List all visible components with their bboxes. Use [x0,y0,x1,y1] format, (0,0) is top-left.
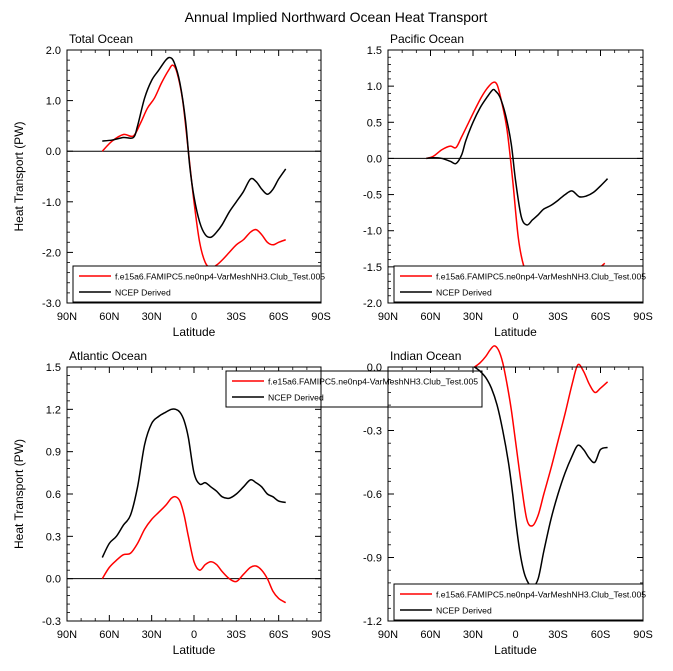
x-tick-label: 90S [311,311,331,323]
x-tick-label: 90S [633,311,653,323]
x-tick-label: 0 [191,629,197,641]
x-tick-label: 90N [57,629,77,641]
x-tick-label: 30S [227,311,247,323]
legend-label: NCEP Derived [115,288,171,298]
plot-frame [66,49,322,304]
y-tick-label: 1.5 [367,45,382,57]
x-axis-label: Latitude [494,325,537,339]
y-tick-label: -0.3 [42,616,61,628]
model-series-line [473,345,609,527]
x-tick-label: 90N [378,629,398,641]
legend-label: f.e15a6.FAMIPC5.ne0np4-VarMeshNH3.Club_T… [115,272,325,282]
panel-title: Total Ocean [69,32,133,46]
legend-label: f.e15a6.FAMIPC5.ne0np4-VarMeshNH3.Club_T… [436,590,646,600]
y-tick-label: 0.0 [367,153,382,165]
legend-box [393,265,644,303]
y-tick-label: -2.0 [42,247,61,259]
legend-label: f.e15a6.FAMIPC5.ne0np4-VarMeshNH3.Club_T… [436,272,646,282]
y-tick-label: 0.3 [46,531,61,543]
y-axis-label: Heat Transport (PW) [12,121,26,231]
x-tick-label: 60N [420,311,440,323]
x-tick-label: 0 [512,311,518,323]
y-tick-label: -1.0 [363,226,382,238]
y-tick-label: 2.0 [46,45,61,57]
x-axis-label: Latitude [494,643,537,657]
y-tick-label: 1.5 [46,362,61,374]
legend-label: NCEP Derived [268,393,324,403]
x-tick-label: 60N [99,311,119,323]
x-tick-label: 60N [420,629,440,641]
x-tick-label: 30N [463,629,483,641]
x-tick-label: 0 [191,311,197,323]
x-tick-label: 30S [548,311,568,323]
panel-indian-ocean: Indian Ocean 90N 60N 30N 0 30S 60S 90S -1.2 -0.9 -… [363,345,653,657]
y-tick-label: -1.5 [363,262,382,274]
ncep-series-line [102,56,287,239]
y-tick-label: -0.6 [363,489,382,501]
ncep-series-line [426,88,609,226]
plot-frame [387,49,644,304]
ncep-series-line [473,366,608,588]
x-axis-label: Latitude [173,325,216,339]
legend-label: NCEP Derived [436,606,492,616]
figure-title: Annual Implied Northward Ocean Heat Tran… [185,9,488,25]
y-tick-label: -1.2 [363,616,382,628]
panel-title: Atlantic Ocean [69,349,147,363]
panel-title: Pacific Ocean [390,32,464,46]
x-tick-label: 60S [591,311,611,323]
x-tick-label: 30N [142,629,162,641]
panel-atlantic-ocean: Atlantic Ocean 90N 60N 30N 0 30S 60S 90S -0.3 0.0… [12,349,483,657]
y-tick-label: 1.2 [46,404,61,416]
x-tick-label: 60N [99,629,119,641]
legend-box [225,370,483,408]
y-tick-label: -2.0 [363,298,382,310]
y-tick-label: -0.3 [363,426,382,438]
y-tick-label: 1.0 [367,81,382,93]
legend-box [72,265,322,303]
plot-frame [66,366,322,622]
panel-pacific-ocean: Pacific Ocean 90N 60N 30N 0 30S 60S 90S -2.0 -1.5… [363,32,653,339]
x-tick-label: 30S [227,629,247,641]
x-tick-label: 30S [548,629,568,641]
panel-total-ocean: Total Ocean 90N 60N 30N 0 30S 60S 90S -3.0 -2.0 -1… [12,32,331,339]
ncep-series-line [101,408,286,558]
model-series-line [101,64,286,269]
x-tick-label: 90N [378,311,398,323]
y-tick-label: 0.5 [367,117,382,129]
y-tick-label: 0.9 [46,447,61,459]
legend-label: f.e15a6.FAMIPC5.ne0np4-VarMeshNH3.Club_T… [268,377,478,387]
panel-title: Indian Ocean [390,349,461,363]
x-tick-label: 30N [463,311,483,323]
x-tick-label: 60S [269,629,289,641]
x-tick-label: 30N [142,311,162,323]
y-tick-label: -0.5 [363,190,382,202]
y-tick-label: 0.6 [46,489,61,501]
x-tick-label: 60S [269,311,289,323]
x-tick-label: 90S [633,629,653,641]
y-tick-label: 1.0 [46,96,61,108]
plot-frame [387,366,644,622]
y-axis-label: Heat Transport (PW) [12,439,26,549]
y-tick-label: -0.9 [363,553,382,565]
x-tick-label: 90S [311,629,331,641]
model-series-line [101,495,287,604]
x-tick-label: 90N [57,311,77,323]
y-tick-label: 0.0 [46,574,61,586]
y-tick-label: 0.0 [367,362,382,374]
y-tick-label: -1.0 [42,197,61,209]
x-tick-label: 0 [512,629,518,641]
y-tick-label: 0.0 [46,146,61,158]
x-axis-label: Latitude [173,643,216,657]
legend-label: NCEP Derived [436,288,492,298]
x-tick-label: 60S [591,629,611,641]
y-tick-label: -3.0 [42,298,61,310]
legend-box [393,583,644,621]
